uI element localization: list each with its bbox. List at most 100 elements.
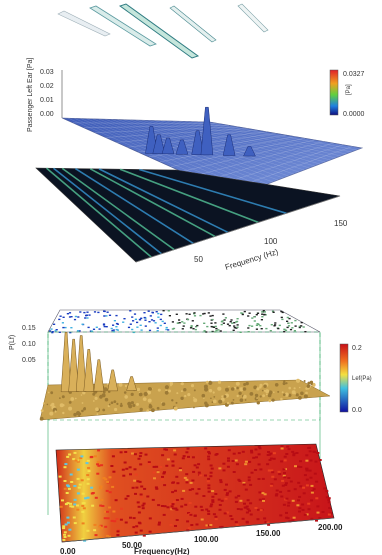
heatmap-cell <box>84 497 88 500</box>
heatmap-cell <box>267 469 271 472</box>
surface-peaks <box>60 332 137 393</box>
heatmap-cell <box>285 516 289 519</box>
projection-cell <box>280 316 283 319</box>
projection-cell <box>239 331 242 333</box>
surface-bump <box>114 407 118 412</box>
heatmap-cell <box>103 517 107 520</box>
heatmap-cell <box>73 503 77 506</box>
surface-bump <box>208 380 213 385</box>
heatmap-cell <box>244 463 248 466</box>
projection-cell <box>219 330 222 332</box>
x-tick-label: 0.00 <box>60 547 76 555</box>
heatmap-cell <box>283 459 287 462</box>
surface-bump <box>295 378 301 383</box>
heatmap-cell <box>214 518 218 521</box>
surface-bump <box>288 393 292 397</box>
heatmap-cell <box>277 470 281 473</box>
heatmap-cell <box>76 477 80 480</box>
heatmap-cell <box>99 536 103 539</box>
surface-peak <box>175 139 189 155</box>
heatmap-cell <box>217 498 221 501</box>
heatmap-cell <box>90 455 94 458</box>
surface-bump <box>306 384 310 388</box>
heatmap-cell <box>302 486 306 489</box>
heatmap-cell <box>106 481 110 483</box>
projection-cell <box>287 325 291 327</box>
heatmap-cell <box>266 521 270 524</box>
projection-cell <box>171 321 174 323</box>
heatmap-cell <box>257 445 261 448</box>
heatmap-cell <box>80 455 84 458</box>
colorbar-min-label: 0.0000 <box>343 111 365 118</box>
projection-cell <box>217 329 220 331</box>
surface-bump <box>157 388 161 392</box>
projection-cell <box>70 327 73 329</box>
heatmap-cell <box>263 493 267 496</box>
heatmap-cell <box>214 453 218 456</box>
surface-bump <box>59 397 61 399</box>
heatmap-cell <box>234 496 238 499</box>
surface-bump <box>95 407 99 412</box>
heatmap-cell <box>110 465 114 467</box>
heatmap-cell <box>255 456 258 459</box>
heatmap-cell <box>136 501 140 504</box>
surface-bump <box>298 396 302 400</box>
heatmap-cell <box>146 495 150 498</box>
heatmap-cell <box>314 460 318 463</box>
heatmap-cell <box>67 485 70 488</box>
heatmap-cell <box>212 513 216 516</box>
projection-cell <box>290 322 293 324</box>
projection-cell <box>139 324 142 326</box>
projection-cell <box>185 313 188 315</box>
heatmap-cell <box>175 475 179 478</box>
projection-cell <box>241 313 244 316</box>
heatmap-cell <box>98 525 102 528</box>
surface-bump <box>47 391 50 394</box>
projection-cell <box>240 312 243 314</box>
heatmap-cell <box>122 474 126 477</box>
heatmap-cell <box>308 469 312 472</box>
heatmap-cell <box>64 523 68 526</box>
heatmap-cell <box>154 486 158 489</box>
projection-cell <box>156 330 159 332</box>
projection-cell <box>58 318 61 321</box>
heatmap-cell <box>63 480 67 482</box>
heatmap-cell <box>192 470 196 473</box>
heatmap-cell <box>157 523 161 526</box>
projection-cell <box>87 326 90 329</box>
projection-cell <box>178 319 181 321</box>
heatmap-cell <box>287 448 291 451</box>
projection-cell <box>181 328 184 330</box>
projection-cell <box>85 314 88 317</box>
surface-bump <box>217 386 222 391</box>
projection-cell <box>260 319 263 321</box>
heatmap-cell <box>63 533 67 536</box>
heatmap-cell <box>131 486 135 489</box>
heatmap-cell <box>185 451 189 454</box>
colorbar <box>329 69 339 116</box>
projection-cell <box>193 315 197 317</box>
heatmap-cell <box>318 517 322 519</box>
heatmap-cell <box>257 478 261 480</box>
surface-bump <box>244 399 247 401</box>
heatmap-cell <box>68 528 72 531</box>
heatmap-cell <box>178 467 182 470</box>
heatmap-cell <box>174 507 178 510</box>
projection-cell <box>66 313 69 315</box>
heatmap-cell <box>147 463 151 465</box>
heatmap-cell <box>211 500 215 503</box>
projection-cell <box>50 328 53 330</box>
heatmap-cell <box>262 498 265 501</box>
surface-bump <box>225 387 229 392</box>
surface-bump <box>180 383 183 385</box>
surface-bump <box>263 384 267 388</box>
projection-cell <box>132 331 135 334</box>
projection-cell <box>248 324 251 327</box>
heatmap-cell <box>250 451 254 454</box>
heatmap-cell <box>138 480 142 483</box>
projection-cell <box>51 331 54 333</box>
heatmap-cell <box>282 468 286 471</box>
heatmap-cell <box>62 538 66 541</box>
surface-bump <box>305 391 308 395</box>
heatmap-cell <box>163 484 167 487</box>
